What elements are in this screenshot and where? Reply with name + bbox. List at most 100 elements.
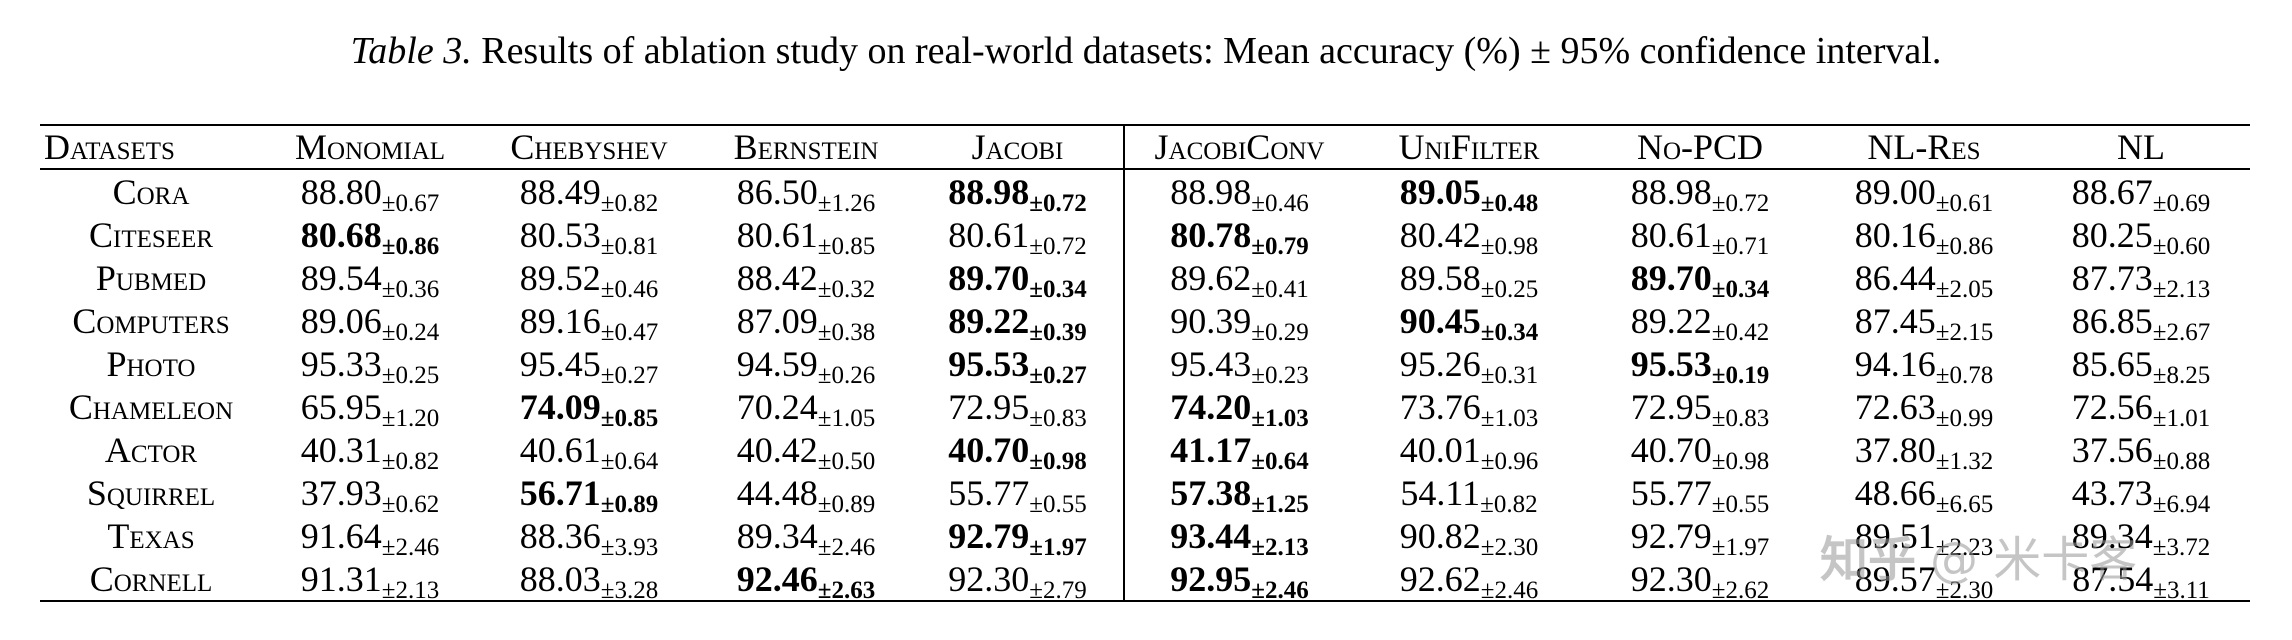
table-cell: 89.52±0.46 [478,256,700,303]
column-header: NL-Res [1867,127,1981,167]
confidence-interval: ±2.67 [2152,318,2211,346]
accuracy-mean: 95.53 [1630,343,1712,384]
table-cell: 89.57±2.30 [1816,557,2032,604]
confidence-interval: ±0.96 [1480,447,1539,475]
confidence-interval: ±6.65 [1935,490,1994,518]
table-cell: 92.79±1.97 [912,514,1124,561]
dataset-name: Cornell [89,558,213,599]
table-cell: 89.34±3.72 [2032,514,2250,561]
table-cell: 40.61±0.64 [478,428,700,475]
table-cell: 92.46±2.63 [700,557,912,604]
accuracy-mean: 40.42 [736,429,818,470]
table-cell: 89.22±0.42 [1584,299,1816,346]
table-cell: 40.70±0.98 [1584,428,1816,475]
accuracy-mean: 86.44 [1854,257,1936,298]
dataset-name: Computers [72,300,230,341]
table-cell: 43.73±6.94 [2032,471,2250,518]
dataset-name: Cora [112,171,190,212]
table-cell: 57.38±1.25 [1123,471,1354,518]
accuracy-mean: 88.98 [1170,171,1252,212]
accuracy-mean: 88.67 [2071,171,2153,212]
accuracy-mean: 37.93 [300,472,382,513]
confidence-interval: ±2.46 [1251,576,1309,604]
table-cell: 88.98±0.46 [1123,169,1354,217]
table-cell: 89.70±0.34 [912,256,1124,303]
confidence-interval: ±0.64 [600,447,659,475]
accuracy-mean: 90.39 [1170,300,1252,341]
confidence-interval: ±2.30 [1480,533,1539,561]
table-cell: 72.95±0.83 [1584,385,1816,432]
table-cell: 95.33±0.25 [262,342,478,389]
accuracy-mean: 74.20 [1170,386,1252,427]
accuracy-mean: 37.80 [1854,429,1936,470]
table-cell: 90.82±2.30 [1354,514,1584,561]
table-cell: 89.62±0.41 [1123,256,1354,303]
table-cell: 86.44±2.05 [1816,256,2032,303]
confidence-interval: ±0.29 [1251,318,1309,346]
table-cell: 88.03±3.28 [478,557,700,604]
table-row: Pubmed 89.54±0.36 89.52±0.46 88.42±0.32 89.7… [40,256,2250,303]
accuracy-mean: 95.53 [948,343,1030,384]
confidence-interval: ±0.27 [600,361,659,389]
accuracy-mean: 89.70 [948,257,1030,298]
table-row: Citeseer 80.68±0.86 80.53±0.81 80.61±0.85 80… [40,213,2250,260]
confidence-interval: ±0.81 [600,232,659,260]
column-header: NL [2117,127,2165,167]
table-cell: 91.31±2.13 [262,557,478,604]
accuracy-mean: 72.63 [1854,386,1936,427]
table-cell: 90.45±0.34 [1354,299,1584,346]
accuracy-mean: 65.95 [300,386,382,427]
accuracy-mean: 94.59 [736,343,818,384]
confidence-interval: ±0.67 [381,189,440,217]
accuracy-mean: 89.34 [736,515,818,556]
accuracy-mean: 92.62 [1399,558,1481,599]
results-table: Datasets Monomial Chebyshev Bernstein Jacobi… [40,124,2250,604]
accuracy-mean: 74.09 [519,386,601,427]
confidence-interval: ±0.41 [1251,275,1309,303]
confidence-interval: ±0.42 [1711,318,1770,346]
accuracy-mean: 57.38 [1170,472,1252,513]
confidence-interval: ±3.72 [2152,533,2211,561]
table-cell: 88.36±3.93 [478,514,700,561]
table-cell: 56.71±0.89 [478,471,700,518]
confidence-interval: ±2.13 [381,576,440,604]
confidence-interval: ±2.79 [1029,576,1087,604]
dataset-name: Pubmed [95,257,207,298]
table-body: Cora 88.80±0.67 88.49±0.82 86.50±1.26 88.98±… [40,169,2250,604]
accuracy-mean: 80.25 [2071,214,2153,255]
confidence-interval: ±0.98 [1029,447,1087,475]
accuracy-mean: 91.31 [300,558,382,599]
accuracy-mean: 89.57 [1854,558,1936,599]
confidence-interval: ±0.62 [381,490,440,518]
confidence-interval: ±0.26 [817,361,876,389]
confidence-interval: ±0.82 [1480,490,1538,518]
table-cell: 89.06±0.24 [262,299,478,346]
column-header: Chebyshev [510,127,668,167]
accuracy-mean: 80.42 [1399,214,1481,255]
confidence-interval: ±0.83 [1029,404,1087,432]
accuracy-mean: 95.33 [300,343,382,384]
table-cell: 86.85±2.67 [2032,299,2250,346]
accuracy-mean: 80.68 [300,214,382,255]
confidence-interval: ±0.86 [381,232,440,260]
table-cell: 92.30±2.62 [1584,557,1816,604]
accuracy-mean: 70.24 [736,386,818,427]
accuracy-mean: 89.22 [1630,300,1712,341]
confidence-interval: ±1.05 [817,404,876,432]
confidence-interval: ±0.27 [1029,361,1087,389]
table-cell: 92.79±1.97 [1584,514,1816,561]
confidence-interval: ±0.38 [817,318,876,346]
table-cell: 80.61±0.71 [1584,213,1816,260]
confidence-interval: ±0.64 [1251,447,1309,475]
table-row: Squirrel 37.93±0.62 56.71±0.89 44.48±0.89 55… [40,471,2250,518]
confidence-interval: ±0.48 [1480,189,1539,217]
confidence-interval: ±0.60 [2152,232,2211,260]
dataset-name: Photo [106,343,196,384]
table-caption: Table 3. Results of ablation study on re… [0,26,2292,76]
table-cell: 89.00±0.61 [1816,169,2032,217]
table-cell: 88.98±0.72 [912,169,1124,217]
confidence-interval: ±0.34 [1029,275,1087,303]
accuracy-mean: 89.70 [1630,257,1712,298]
accuracy-mean: 56.71 [519,472,601,513]
confidence-interval: ±0.34 [1480,318,1539,346]
